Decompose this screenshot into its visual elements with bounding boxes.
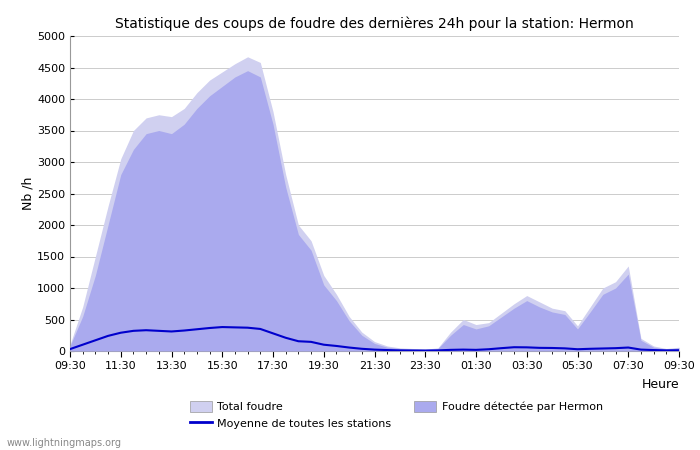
- Text: www.lightningmaps.org: www.lightningmaps.org: [7, 438, 122, 448]
- Y-axis label: Nb /h: Nb /h: [21, 177, 34, 210]
- Legend: Total foudre, Moyenne de toutes les stations, Foudre détectée par Hermon: Total foudre, Moyenne de toutes les stat…: [186, 396, 607, 434]
- Text: Heure: Heure: [641, 378, 679, 391]
- Title: Statistique des coups de foudre des dernières 24h pour la station: Hermon: Statistique des coups de foudre des dern…: [115, 16, 634, 31]
